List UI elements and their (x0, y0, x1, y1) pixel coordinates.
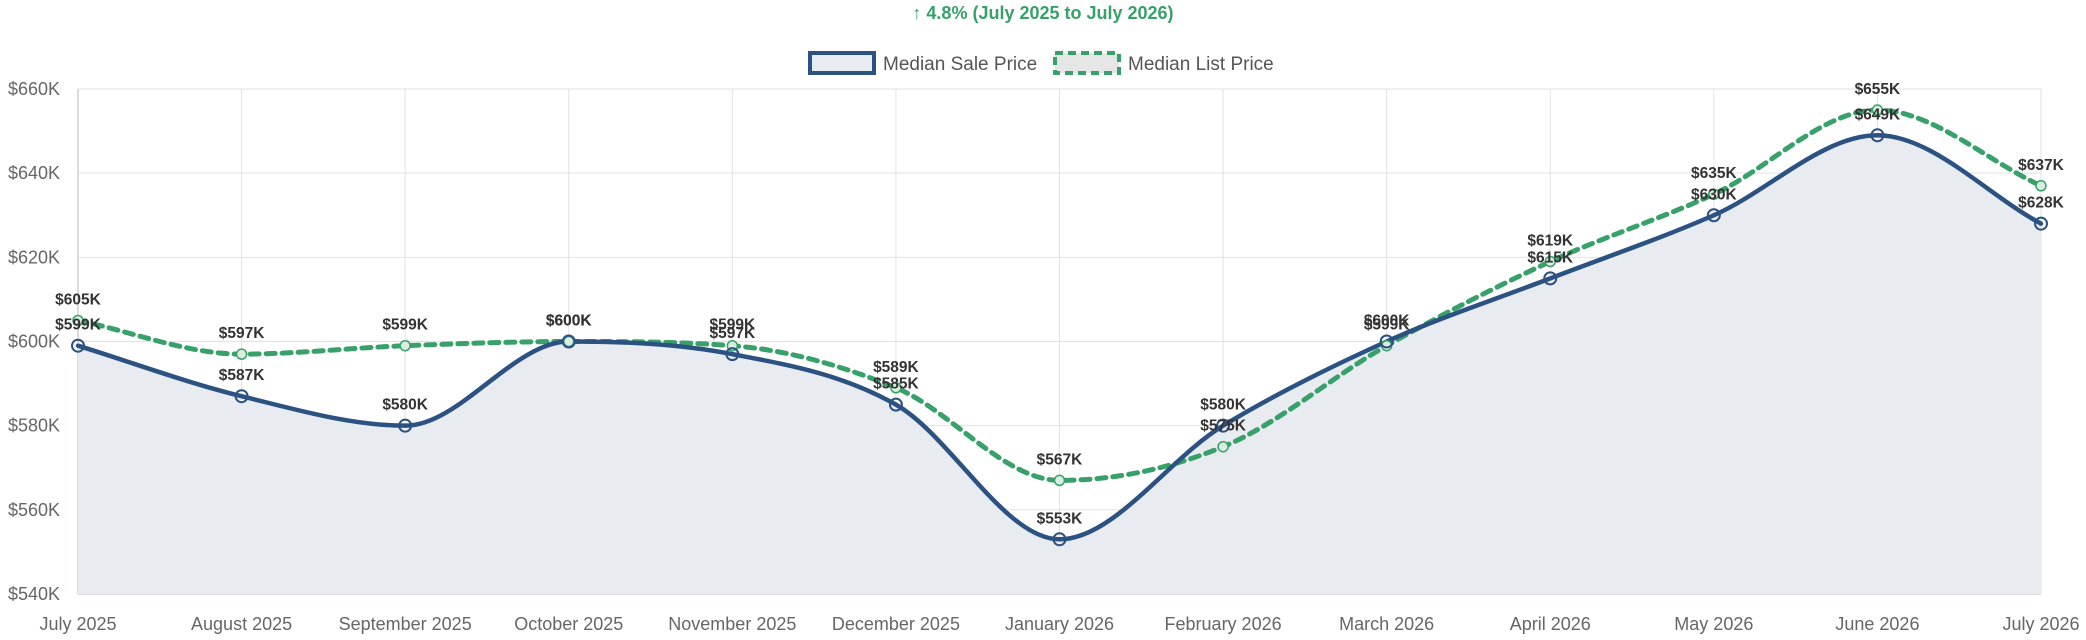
point-median-sale-price (1706, 208, 1721, 223)
chart-subtitle: ↑ 4.8% (July 2025 to July 2026) (912, 3, 1173, 23)
data-label-median-sale-price: $587K (219, 367, 265, 384)
x-tick-label: August 2025 (191, 614, 292, 634)
point-median-list-price (563, 335, 575, 348)
data-label-median-sale-price: $600K (1364, 313, 1410, 330)
legend[interactable]: Median Sale Price Median List Price (808, 51, 1274, 75)
x-tick-label: April 2026 (1510, 614, 1591, 634)
data-label-median-sale-price: $628K (2018, 195, 2064, 212)
point-median-list-price (72, 314, 84, 327)
legend-swatch-list (1053, 51, 1121, 75)
point-median-list-price (235, 348, 248, 360)
data-label-median-list-price: $597K (219, 325, 265, 342)
point-median-sale-price (725, 347, 740, 362)
area-layer (78, 135, 2041, 594)
data-label-median-list-price: $575K (1200, 418, 1246, 435)
x-tick-label: March 2026 (1339, 614, 1434, 634)
data-label-median-sale-price: $649K (1855, 106, 1901, 123)
data-label-median-list-price: $599K (1364, 317, 1410, 334)
point-median-list-price (2035, 180, 2047, 192)
legend-swatch-sale (808, 51, 876, 75)
x-tick-label: February 2026 (1165, 614, 1282, 634)
y-tick-label: $580K (8, 416, 60, 436)
x-tick-label: July 2025 (39, 614, 116, 634)
data-label-median-list-price: $635K (1691, 165, 1737, 182)
labels-layer: $599K $587K $580K $600K $597K $585K $553K $580K… (55, 81, 2064, 527)
data-label-median-sale-price: $599K (55, 317, 101, 334)
data-label-median-list-price: $637K (2018, 157, 2064, 174)
x-tick-label: September 2025 (339, 614, 472, 634)
point-median-sale-price (398, 418, 413, 433)
data-label-median-sale-price: $580K (382, 397, 428, 414)
data-label-median-list-price: $567K (1037, 451, 1083, 468)
x-tick-label: January 2026 (1005, 614, 1114, 634)
x-tick-label: June 2026 (1835, 614, 1919, 634)
data-label-median-list-price: $599K (709, 317, 755, 334)
point-median-sale-price (1052, 532, 1067, 547)
point-median-sale-price (1543, 271, 1558, 286)
point-median-sale-price (1379, 334, 1394, 349)
point-median-sale-price (1870, 128, 1885, 143)
y-tick-label: $620K (8, 247, 60, 267)
x-tick-label: December 2025 (832, 614, 960, 634)
data-label-median-list-price: $605K (55, 291, 101, 308)
data-label-median-sale-price: $597K (709, 325, 755, 342)
x-tick-label: October 2025 (514, 614, 623, 634)
legend-label-list: Median List Price (1128, 54, 1274, 75)
point-median-sale-price (1216, 418, 1231, 433)
data-label-median-list-price: $655K (1855, 81, 1901, 98)
points-layer (71, 104, 2048, 547)
point-median-list-price (1053, 474, 1066, 487)
point-median-list-price (1708, 188, 1720, 200)
point-median-sale-price (234, 389, 249, 404)
data-label-median-sale-price: $615K (1527, 249, 1573, 266)
point-median-list-price (1544, 255, 1556, 268)
data-label-median-sale-price: $630K (1691, 186, 1737, 203)
x-tick-label: May 2026 (1674, 614, 1753, 634)
legend-label-sale: Median Sale Price (883, 54, 1037, 75)
legend-item-list[interactable]: Median List Price (1053, 51, 1274, 75)
point-median-list-price (1871, 104, 1884, 116)
data-label-median-list-price: $589K (873, 359, 919, 376)
data-label-median-sale-price: $553K (1037, 510, 1083, 527)
y-axis: $540K $560K $580K $600K $620K $640K $660K (8, 79, 60, 604)
data-label-median-list-price: $600K (546, 313, 592, 330)
y-tick-label: $640K (8, 163, 60, 183)
point-median-sale-price (561, 334, 576, 349)
area-median-sale-price (78, 135, 2041, 594)
y-tick-label: $660K (8, 79, 60, 99)
y-tick-label: $540K (8, 584, 60, 604)
data-label-median-list-price: $619K (1527, 233, 1573, 250)
point-median-list-price (890, 382, 902, 394)
data-label-median-list-price: $599K (382, 317, 428, 334)
point-median-sale-price (888, 397, 903, 412)
y-tick-label: $600K (8, 332, 60, 352)
point-median-sale-price (71, 338, 85, 353)
x-tick-label: November 2025 (668, 614, 796, 634)
data-label-median-sale-price: $600K (546, 313, 592, 330)
point-median-sale-price (2034, 216, 2048, 231)
y-tick-label: $560K (8, 500, 60, 520)
legend-item-sale[interactable]: Median Sale Price (808, 51, 1037, 75)
point-median-list-price (399, 339, 411, 352)
x-tick-label: July 2026 (2002, 614, 2079, 634)
point-median-list-price (1217, 440, 1229, 453)
data-label-median-sale-price: $585K (873, 376, 919, 393)
data-label-median-sale-price: $580K (1200, 397, 1246, 414)
x-axis: July 2025 August 2025 September 2025 Octobe… (39, 614, 2079, 634)
